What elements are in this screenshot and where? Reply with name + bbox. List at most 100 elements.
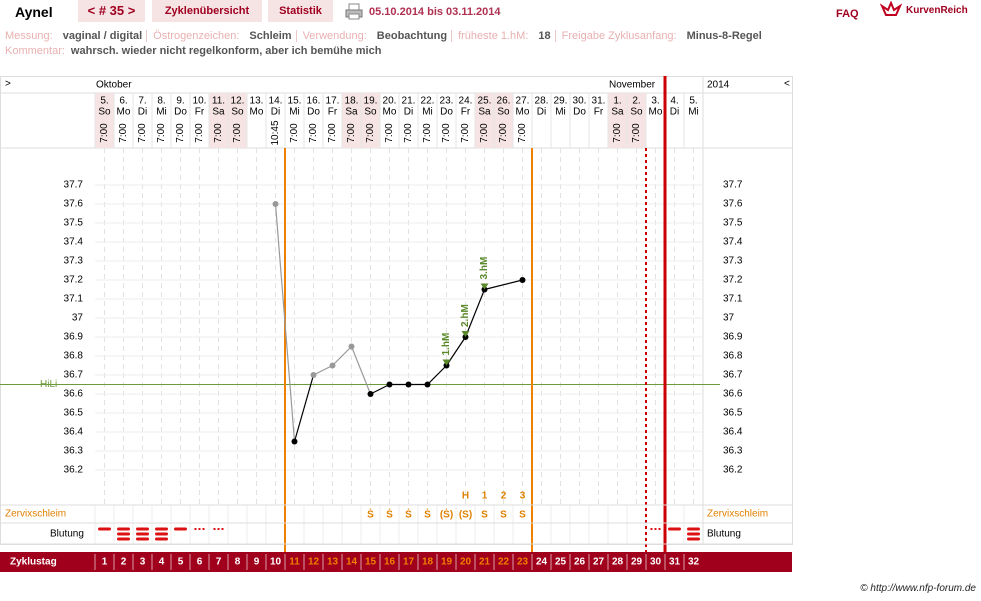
tab[interactable]: Zyklenübersicht bbox=[152, 0, 262, 22]
day-weekday: Di bbox=[537, 107, 546, 118]
cycle-day: 6 bbox=[197, 557, 203, 568]
day-weekday: Sa bbox=[611, 107, 624, 118]
day-date: 17. bbox=[326, 96, 340, 107]
info-label: Verwendung: bbox=[295, 30, 367, 42]
day-time: 7:00 bbox=[99, 123, 110, 143]
print-icon[interactable] bbox=[345, 3, 363, 20]
temp-point bbox=[348, 343, 355, 350]
day-time: 7:00 bbox=[175, 123, 186, 143]
copyright: © http://www.nfp-forum.de bbox=[860, 583, 976, 594]
y-tick-label: 37.3 bbox=[64, 256, 84, 267]
day-weekday: Mi bbox=[555, 107, 566, 118]
cycle-day: 3 bbox=[140, 557, 146, 568]
faq-link[interactable]: FAQ bbox=[836, 8, 859, 20]
day-date: 29. bbox=[554, 96, 568, 107]
y-tick-label: 36.3 bbox=[64, 446, 84, 457]
cycle-day: 10 bbox=[270, 557, 282, 568]
day-time: 7:00 bbox=[631, 123, 642, 143]
day-weekday: Mo bbox=[516, 107, 530, 118]
y-tick-label-right: 36.8 bbox=[723, 351, 743, 362]
day-date: 24. bbox=[459, 96, 473, 107]
y-tick-label-right: 36.5 bbox=[723, 408, 743, 419]
day-weekday: So bbox=[497, 107, 510, 118]
day-time: 7:00 bbox=[479, 123, 490, 143]
day-date: 11. bbox=[212, 96, 225, 107]
peak-label: 2 bbox=[501, 491, 507, 502]
y-tick-label-right: 37.3 bbox=[723, 256, 743, 267]
day-date: 20. bbox=[383, 96, 397, 107]
day-weekday: Mo bbox=[649, 107, 663, 118]
day-date: 13. bbox=[250, 96, 264, 107]
day-date: 10. bbox=[193, 96, 207, 107]
day-weekday: So bbox=[364, 107, 377, 118]
brand-icon bbox=[880, 1, 902, 16]
bleeding-label-right: Blutung bbox=[707, 529, 741, 540]
day-date: 9. bbox=[176, 96, 184, 107]
info-value: vaginal / digital bbox=[62, 30, 143, 42]
y-tick-label-right: 37.4 bbox=[723, 237, 743, 248]
day-date: 3. bbox=[651, 96, 659, 107]
info-value: Beobachtung bbox=[376, 30, 448, 42]
day-date: 18. bbox=[345, 96, 359, 107]
cycle-day: 12 bbox=[308, 557, 320, 568]
y-tick-label-right: 36.6 bbox=[723, 389, 743, 400]
cycle-day: 31 bbox=[669, 557, 681, 568]
temp-segment bbox=[484, 279, 523, 291]
day-time: 7:00 bbox=[346, 123, 357, 143]
brand[interactable]: KurvenReich bbox=[906, 5, 968, 16]
cervix-label: Zervixschleim bbox=[5, 509, 66, 520]
cycle-day: 19 bbox=[441, 557, 453, 568]
temp-segment bbox=[293, 374, 315, 442]
day-time: 7:00 bbox=[232, 123, 243, 143]
tab[interactable]: Statistik bbox=[268, 0, 333, 22]
cycle-day: 26 bbox=[574, 557, 586, 568]
cycle-day: 4 bbox=[159, 557, 165, 568]
peak-label: H bbox=[462, 491, 469, 502]
temp-segment bbox=[274, 203, 296, 442]
cycle-nav[interactable]: < # 35 > bbox=[78, 0, 145, 22]
day-time: 7:00 bbox=[308, 123, 319, 143]
day-date: 28. bbox=[535, 96, 549, 107]
temp-point bbox=[424, 381, 431, 388]
cervix-symbol: (S) bbox=[459, 510, 472, 521]
day-weekday: Fr bbox=[594, 107, 604, 118]
y-tick-label: 37.5 bbox=[64, 218, 84, 229]
hm-marker bbox=[442, 359, 451, 366]
info-label: Messung: bbox=[5, 30, 53, 42]
day-date: 2. bbox=[632, 96, 640, 107]
date-range: 05.10.2014 bis 03.11.2014 bbox=[369, 6, 501, 18]
y-tick-label: 36.7 bbox=[64, 370, 84, 381]
cycle-day: 18 bbox=[422, 557, 434, 568]
y-tick-label-right: 36.4 bbox=[723, 427, 743, 438]
day-weekday: So bbox=[231, 107, 244, 118]
day-weekday: Mi bbox=[422, 107, 433, 118]
day-weekday: So bbox=[630, 107, 643, 118]
weekend-shade bbox=[342, 93, 361, 148]
day-time: 7:00 bbox=[612, 123, 623, 143]
info-value: Minus-8-Regel bbox=[686, 30, 762, 42]
day-time: 7:00 bbox=[498, 123, 509, 143]
day-weekday: Mo bbox=[383, 107, 397, 118]
user-name: Aynel bbox=[15, 4, 53, 20]
hm-label: 3.hM bbox=[479, 257, 490, 280]
cervix-symbol: S bbox=[519, 510, 526, 521]
y-tick-label: 36.8 bbox=[64, 351, 84, 362]
cervix-symbol: Ṡ bbox=[367, 508, 374, 521]
cycle-day: 22 bbox=[498, 557, 510, 568]
day-date: 16. bbox=[307, 96, 321, 107]
hm-marker bbox=[461, 331, 470, 337]
day-date: 15. bbox=[288, 96, 302, 107]
comment-line: Kommentar: wahrsch. wieder nicht regelkon… bbox=[5, 45, 381, 57]
temp-point bbox=[291, 438, 298, 445]
y-tick-label: 36.5 bbox=[64, 408, 84, 419]
day-time: 7:00 bbox=[384, 123, 395, 143]
day-weekday: Mo bbox=[250, 107, 264, 118]
cycle-day: 25 bbox=[555, 557, 567, 568]
day-weekday: Mi bbox=[289, 107, 300, 118]
y-tick-label: 36.6 bbox=[64, 389, 84, 400]
temp-point bbox=[386, 381, 393, 388]
hm-label: 1.hM bbox=[441, 333, 452, 356]
temp-point bbox=[443, 362, 450, 369]
day-date: 7. bbox=[138, 96, 146, 107]
